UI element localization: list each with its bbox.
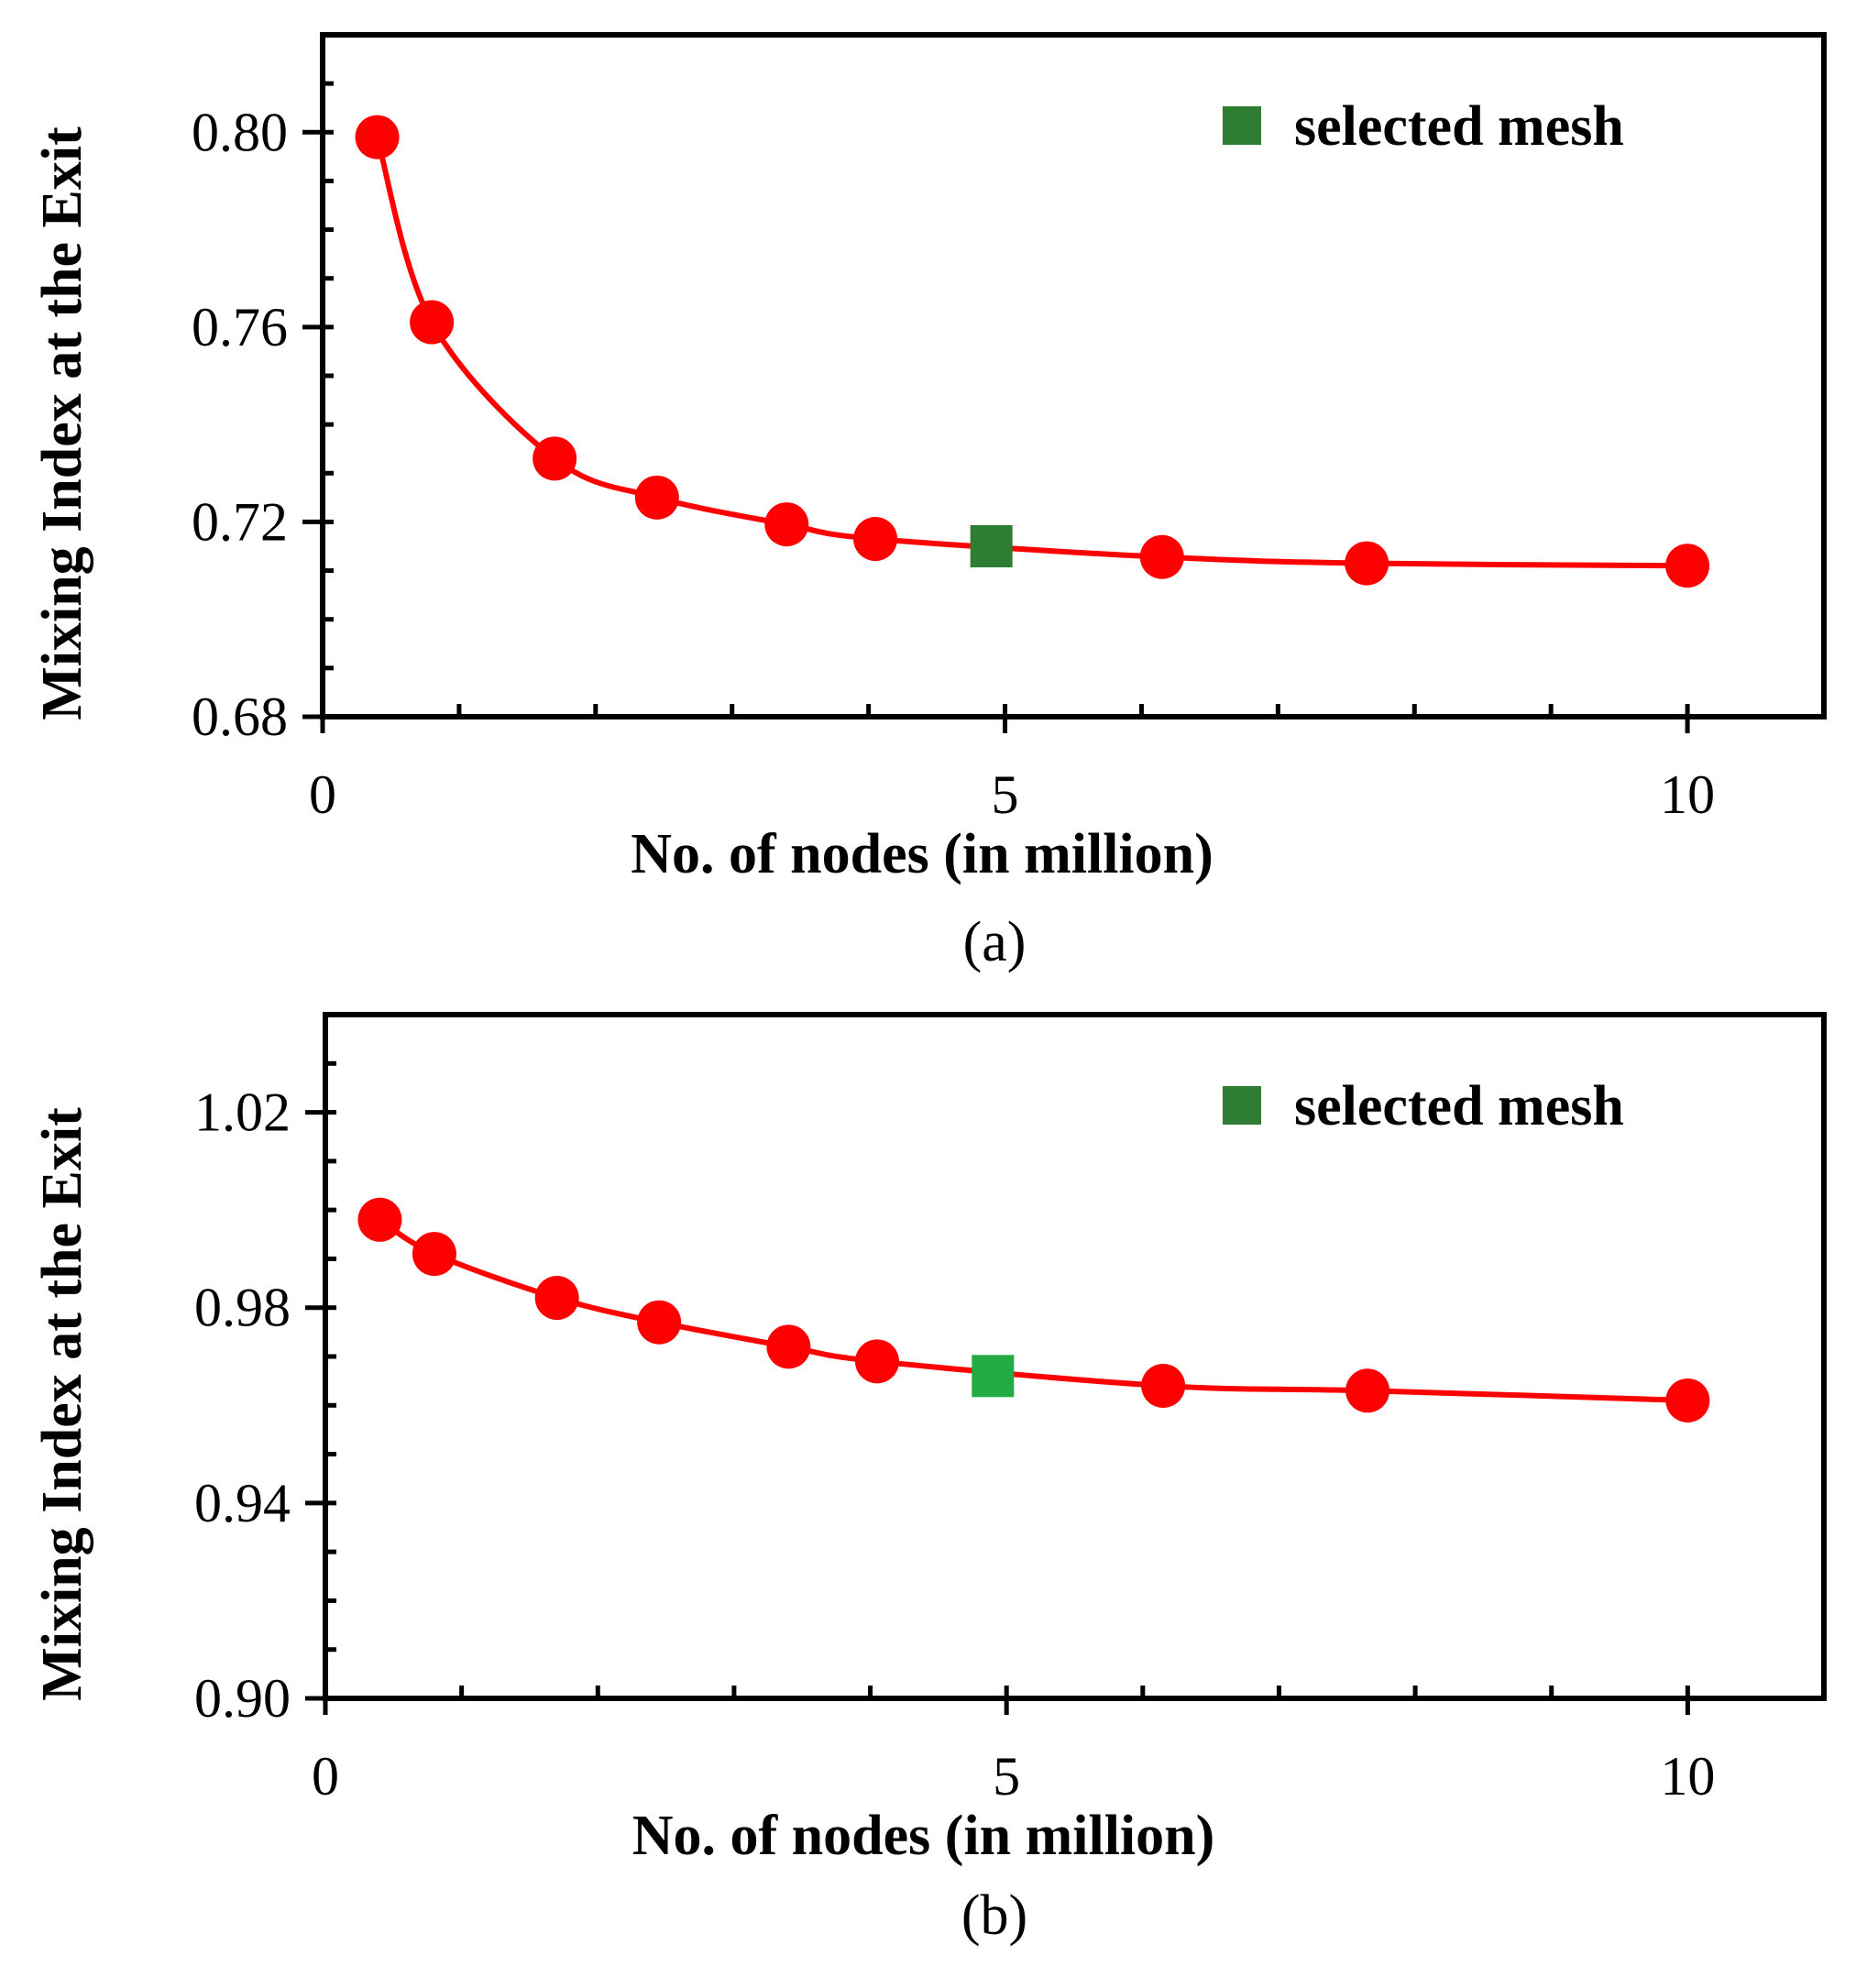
data-point: [412, 1232, 456, 1277]
data-point: [634, 475, 679, 520]
data-point: [410, 300, 455, 345]
panel-caption: (a): [963, 911, 1027, 973]
x-axis-title: No. of nodes (in million): [631, 823, 1214, 885]
x-tick-label: 0: [309, 764, 336, 825]
x-tick-label: 0: [312, 1746, 339, 1807]
data-point: [766, 1324, 811, 1369]
x-tick-label: 5: [992, 764, 1019, 825]
x-tick-label: 5: [993, 1746, 1020, 1807]
y-tick-label: 0.90: [194, 1668, 291, 1729]
data-point: [533, 436, 577, 481]
data-point: [853, 517, 898, 562]
y-tick-label: 0.80: [192, 102, 288, 162]
chart-panel-a: 0 5 10 0.68 0.72 0.76 0.80 No. of nodes (in mil…: [31, 32, 1827, 973]
chart-panel-b: 0 5 10 0.90 0.94 0.98 1.02 No. of nodes (in mil…: [31, 1012, 1827, 1947]
data-point: [764, 502, 809, 547]
y-tick-label: 1.02: [194, 1082, 291, 1143]
data-point: [637, 1300, 682, 1345]
y-tick-label: 0.98: [194, 1278, 291, 1338]
series-line: [378, 1217, 1688, 1403]
data-point: [357, 1197, 402, 1242]
selected-mesh-point: [970, 525, 1013, 567]
panel-caption: (b): [961, 1884, 1027, 1947]
legend-label: selected mesh: [1294, 95, 1624, 158]
y-axis-title: Mixing Index at the Exit: [31, 126, 93, 720]
x-tick-label: 10: [1660, 764, 1715, 825]
data-point: [355, 115, 400, 159]
data-point: [854, 1339, 899, 1384]
data-point: [1345, 541, 1389, 586]
y-tick-label: 0.76: [192, 297, 288, 357]
series-line: [374, 136, 1688, 569]
data-point: [1139, 534, 1184, 579]
data-point: [534, 1276, 579, 1321]
legend-label: selected mesh: [1294, 1075, 1624, 1137]
y-tick-label: 0.94: [194, 1473, 291, 1533]
data-point: [1141, 1363, 1186, 1408]
y-axis-title: Mixing Index at the Exit: [31, 1107, 93, 1701]
legend-swatch: [1223, 106, 1261, 145]
y-tick-label: 0.72: [192, 491, 288, 552]
y-tick-label: 0.68: [192, 686, 288, 747]
x-axis-title: No. of nodes (in million): [632, 1805, 1215, 1867]
legend-swatch: [1223, 1086, 1261, 1125]
selected-mesh-point: [972, 1355, 1015, 1398]
data-point: [1665, 1378, 1710, 1422]
data-point: [1665, 544, 1710, 588]
data-point: [1345, 1368, 1390, 1413]
x-tick-label: 10: [1660, 1746, 1715, 1807]
